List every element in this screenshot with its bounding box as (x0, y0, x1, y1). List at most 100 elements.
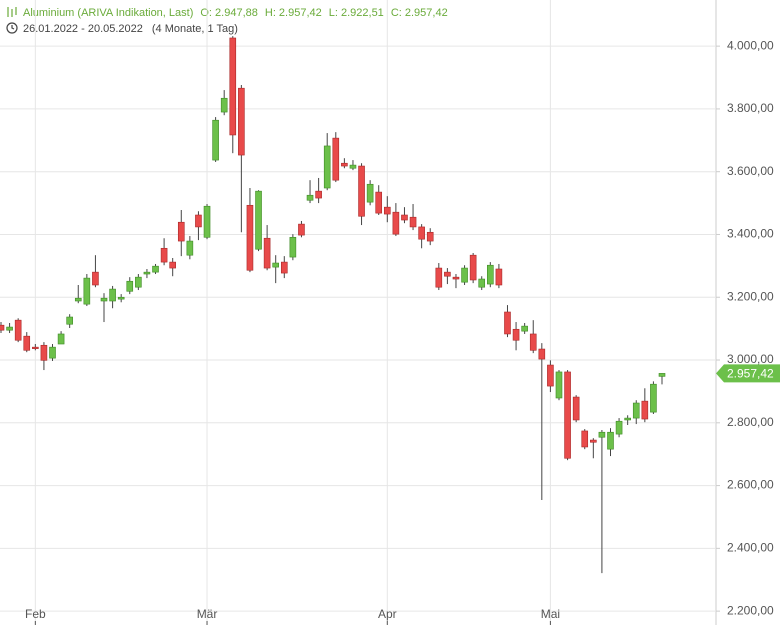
candle-body (426, 231, 434, 242)
candle-body (263, 237, 271, 269)
candle-body (401, 214, 408, 221)
candle-body (14, 319, 22, 341)
candle-body (521, 325, 528, 332)
candle-body (220, 97, 228, 113)
candle-body (117, 296, 125, 300)
candle-body (512, 328, 520, 341)
candle-body (280, 261, 288, 274)
date-range: 26.01.2022 - 20.05.2022 (23, 23, 143, 35)
header-icon (7, 7, 17, 17)
candle-body (564, 371, 571, 459)
candle-body (504, 311, 511, 335)
candle-body (641, 400, 649, 420)
candle-body (495, 268, 503, 286)
candle-body (195, 214, 202, 228)
candle-body (143, 271, 151, 275)
candle-body (169, 261, 176, 269)
candle-body (341, 162, 348, 167)
ohlc-label: C: 2.957,42 (391, 7, 448, 19)
candle-body (126, 280, 134, 292)
candle-body (135, 276, 142, 288)
y-tick-label: 4.000,00 (727, 38, 774, 52)
candle-body (0, 324, 5, 331)
candle-body (632, 402, 640, 419)
candle-body (547, 364, 554, 387)
candle-body (92, 271, 99, 286)
candle-body (615, 420, 623, 435)
candle-body (32, 346, 39, 349)
y-tick-label: 3.000,00 (727, 352, 774, 366)
candle-body (203, 205, 211, 238)
ohlc-label: O: 2.947,88 (200, 7, 258, 19)
candle-body (487, 264, 494, 285)
y-tick-label: 3.200,00 (727, 289, 774, 303)
candle-body (555, 371, 563, 399)
candle-body (538, 348, 546, 360)
candle-body (366, 183, 374, 203)
candle-body (109, 288, 116, 302)
y-tick-label: 2.800,00 (727, 415, 774, 429)
ohlc-label: H: 2.957,42 (265, 7, 322, 19)
candle-body (212, 119, 219, 161)
candle-body (435, 267, 443, 288)
price-badge (716, 364, 780, 383)
candle-body (598, 431, 606, 438)
clock-icon (6, 22, 18, 34)
candle-body (74, 297, 82, 302)
candle-body (581, 430, 589, 448)
y-tick-label: 2.600,00 (727, 478, 774, 492)
candle-body (590, 439, 597, 443)
period: (4 Monate, 1 Tag) (152, 23, 238, 35)
candle-body (650, 383, 657, 413)
candle-body (272, 262, 280, 268)
candle-body (392, 211, 400, 235)
candle-body (358, 165, 365, 217)
candle-body (315, 190, 322, 199)
candle-body (607, 431, 614, 450)
y-tick-label: 2.400,00 (727, 541, 774, 555)
candle-body (444, 271, 451, 277)
candle-body (624, 417, 631, 421)
candle-body (323, 145, 331, 189)
grid (0, 0, 716, 624)
candle-body (229, 37, 237, 136)
candle-body (461, 267, 468, 283)
candle-body (100, 297, 108, 302)
candle-body (452, 276, 460, 280)
y-tick-label: 2.200,00 (727, 603, 774, 617)
candle-body (383, 206, 391, 215)
candle-body (177, 221, 185, 242)
candle-body (57, 333, 65, 345)
candle-body (375, 191, 383, 214)
candle-body (306, 194, 314, 201)
y-tick-label: 3.400,00 (727, 227, 774, 241)
candle-body (246, 204, 254, 271)
candle-body (572, 396, 580, 421)
ohlc-label: L: 2.922,51 (329, 7, 384, 19)
candle-body (332, 137, 340, 181)
price-badge-label: 2.957,42 (727, 367, 774, 381)
candle-body (298, 223, 305, 236)
candle-body (289, 236, 297, 258)
candle-body (160, 247, 168, 263)
y-tick-label: 3.600,00 (727, 164, 774, 178)
candle-body (23, 335, 31, 351)
candle-body (529, 333, 537, 351)
candle-body (658, 373, 666, 377)
candle-body (349, 164, 357, 169)
candle-body (255, 190, 262, 250)
candle-body (83, 277, 91, 305)
candle-body (186, 240, 194, 256)
instrument-title: Aluminium (ARIVA Indikation, Last) (23, 7, 193, 19)
candle-body (418, 226, 425, 240)
candle-body (49, 346, 56, 359)
candle-body (469, 254, 477, 281)
x-tick-label: Mai (541, 607, 560, 621)
x-tick-label: Mär (197, 607, 218, 621)
candle-body (409, 216, 417, 228)
candle-body (40, 344, 48, 361)
x-tick-label: Apr (378, 607, 397, 621)
x-tick-label: Feb (25, 607, 46, 621)
